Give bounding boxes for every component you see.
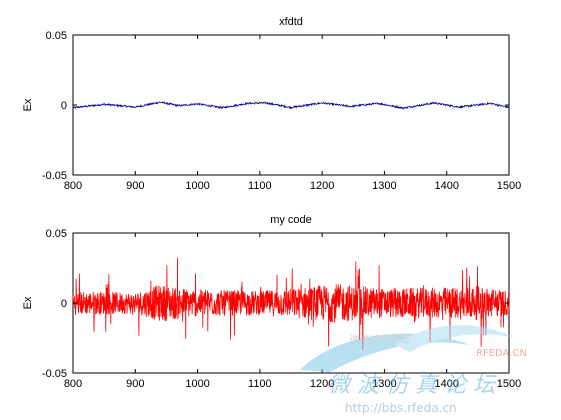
chart-title: xfdtd <box>279 16 303 28</box>
subplot-xfdtd: xfdtd Ex 800 900 1000 1100 1200 1300 1400 1500 … <box>22 16 521 192</box>
x-tick-label: 1500 <box>497 378 521 390</box>
series-line <box>72 257 510 350</box>
x-tick-label: 1100 <box>248 378 272 390</box>
watermark-swoosh-2 <box>395 325 515 352</box>
y-axis-label: Ex <box>22 296 34 309</box>
x-tick-label: 1400 <box>434 180 458 192</box>
x-tick-label: 1000 <box>185 180 209 192</box>
subplot-my-code: my code Ex 800 900 1000 1100 1200 1300 1400 150… <box>22 214 521 390</box>
watermark-url: http://bbs.rfeda.cn <box>345 401 457 415</box>
y-tick-label: 0 <box>61 298 67 310</box>
y-tick-label: 0 <box>61 100 67 112</box>
y-tick-label: 0.05 <box>46 30 67 42</box>
watermark-logo: 微波仿真论坛 RFEDA.CN 微 波 仿 真 论 坛 http://bbs.r… <box>300 325 527 415</box>
y-tick-label: 0.05 <box>46 228 67 240</box>
x-tick-label: 800 <box>64 378 82 390</box>
watermark-site: RFEDA.CN <box>476 348 527 359</box>
watermark-cn-text: 微 波 仿 真 论 坛 <box>328 373 497 398</box>
x-tick-label: 1100 <box>248 180 272 192</box>
x-tick-label: 1200 <box>310 378 334 390</box>
x-tick-label: 900 <box>126 180 144 192</box>
x-tick-label: 1200 <box>310 180 334 192</box>
x-tick-label: 900 <box>126 378 144 390</box>
y-axis-label: Ex <box>22 98 34 111</box>
watermark-swoosh <box>300 333 470 372</box>
y-tick-label: -0.05 <box>42 170 67 182</box>
x-tick-label: 800 <box>64 180 82 192</box>
y-tick-label: -0.05 <box>42 368 67 380</box>
series-line <box>72 101 509 110</box>
chart-title: my code <box>270 214 312 226</box>
watermark-cn-small: 微波仿真论坛 <box>350 333 410 346</box>
x-tick-label: 1400 <box>434 378 458 390</box>
x-tick-label: 1500 <box>497 180 521 192</box>
x-tick-label: 1300 <box>372 180 396 192</box>
x-tick-label: 1000 <box>185 378 209 390</box>
x-tick-label: 1300 <box>372 378 396 390</box>
